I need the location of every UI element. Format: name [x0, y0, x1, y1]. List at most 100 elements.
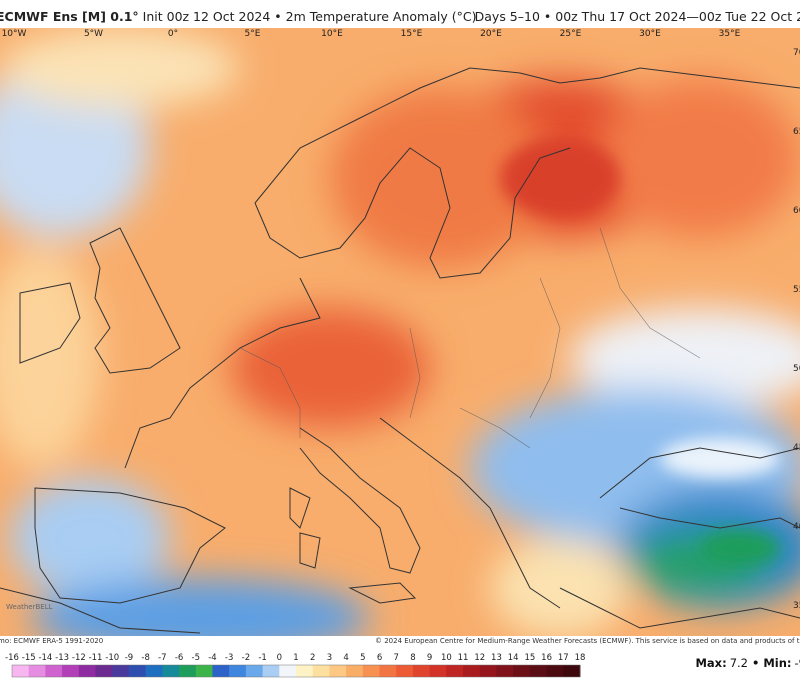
colorbar-tick-label: 5	[360, 653, 365, 663]
colorbar-frame	[11, 664, 581, 678]
colorbar-tick-label: 4	[343, 653, 348, 663]
longitude-labels: 10°W 5°W 0° 5°E 10°E 15°E 20°E 25°E 30°E 35°E	[2, 29, 741, 39]
colorbar-tick-label: -15	[22, 653, 36, 663]
coastlines	[0, 67, 800, 634]
colorbar-tick-label: 11	[458, 653, 469, 663]
colorbar-tick-label: -4	[208, 653, 216, 663]
colorbar-swatch	[379, 665, 397, 677]
colorbar-tick-label: 3	[327, 653, 332, 663]
colorbar-swatch	[45, 665, 63, 677]
borders	[239, 227, 701, 449]
header: ECMWF Ens [M] 0.1° Init 00z 12 Oct 2024 …	[0, 0, 800, 28]
colorbar-swatch	[396, 665, 414, 677]
colorbar-tick-label: 7	[394, 653, 399, 663]
latitude-label: 70	[793, 48, 800, 58]
colorbar-swatch	[128, 665, 147, 677]
longitude-label: 10°E	[321, 29, 343, 39]
longitude-label: 35°E	[719, 29, 741, 39]
latitude-label: 50	[793, 364, 800, 374]
colorbar-swatch	[195, 665, 213, 677]
colorbar-swatch	[112, 665, 130, 677]
colorbar-tick-label: 18	[575, 653, 586, 663]
colorbar-tick-label: -13	[55, 653, 69, 663]
map: 10°W 5°W 0° 5°E 10°E 15°E 20°E 25°E 30°E 35°E 70 6…	[0, 28, 800, 636]
stat-label: Min:	[763, 656, 792, 670]
colorbar-tick-label: 16	[541, 653, 552, 663]
colorbar-tick-label: -8	[141, 653, 149, 663]
longitude-label: 5°W	[84, 29, 103, 39]
colorbar-tick-label: -7	[158, 653, 166, 663]
colorbar-swatch	[62, 665, 80, 677]
colorbar-swatch	[513, 665, 531, 677]
longitude-label: 10°W	[2, 29, 27, 39]
colorbar-tick-label: -12	[72, 653, 86, 663]
colorbar-tick-label: -5	[192, 653, 200, 663]
colorbar-swatch	[529, 665, 548, 677]
colorbar-swatch	[346, 665, 364, 677]
watermark: WeatherBELL	[6, 603, 53, 611]
colorbar-tick-label: -11	[89, 653, 103, 663]
colorbar-swatch	[496, 665, 514, 677]
colorbar-swatch	[296, 665, 314, 677]
anomaly-detail	[500, 138, 780, 566]
latitude-label: 35	[793, 601, 800, 611]
longitude-label: 5°E	[245, 29, 261, 39]
latitude-label: 65	[793, 127, 800, 137]
latitude-label: 45	[793, 443, 800, 453]
stat-value: -9	[794, 656, 800, 670]
colorbar-tick-label: -16	[5, 653, 19, 663]
colorbar-swatch	[95, 665, 113, 677]
colorbar-tick-label: -10	[105, 653, 119, 663]
colorbar-swatch	[262, 665, 280, 677]
colorbar-swatch	[429, 665, 447, 677]
colorbar-tick-label: 2	[310, 653, 315, 663]
colorbar-tick-label: -14	[38, 653, 52, 663]
colorbar-swatch	[546, 665, 564, 677]
colorbar-tick-label: 0	[277, 653, 282, 663]
colorbar-swatch	[78, 665, 97, 677]
colorbar-tick-label: 8	[410, 653, 415, 663]
latitude-labels: 70 65 60 55 50 45 40 35	[793, 48, 800, 611]
colorbar-swatch	[229, 665, 247, 677]
colorbar-tick-label: 1	[293, 653, 298, 663]
colorbar-swatch	[312, 665, 330, 677]
colorbar-swatch	[446, 665, 464, 677]
latitude-label: 55	[793, 285, 800, 295]
anomaly-field	[0, 28, 800, 636]
colorbar-swatch	[329, 665, 347, 677]
colorbar-tick-label: 6	[377, 653, 382, 663]
longitude-label: 20°E	[480, 29, 502, 39]
colorbar-swatch	[412, 665, 431, 677]
colorbar-tick-label: 17	[558, 653, 569, 663]
colorbar: -16 -15 -14 -13 -12 -11 -10 -9 -8 -7 -6 -5 -4 -3 -2 -1 0…	[5, 653, 586, 678]
climo: mo: ECMWF ERA-5 1991-2020	[0, 637, 104, 645]
footer: mo: ECMWF ERA-5 1991-2020 © 2024 Europea…	[0, 636, 800, 646]
credit: © 2024 European Centre for Medium-Range …	[375, 637, 800, 645]
colorbar-tick-label: -9	[125, 653, 133, 663]
longitude-label: 30°E	[639, 29, 661, 39]
longitude-label: 0°	[168, 29, 178, 39]
header-left: ECMWF Ens [M] 0.1° Init 00z 12 Oct 2024 …	[0, 9, 476, 24]
latitude-label: 40	[793, 522, 800, 532]
colorbar-tick-label: 13	[491, 653, 502, 663]
title: ECMWF Ens [M] 0.1°	[0, 9, 139, 24]
colorbar-tick-label: -3	[225, 653, 233, 663]
colorbar-tick-label: 10	[441, 653, 452, 663]
colorbar-swatch	[279, 665, 297, 677]
colorbar-swatch	[28, 665, 46, 677]
stat-label: Max:	[695, 656, 727, 670]
colorbar-swatch	[463, 665, 481, 677]
colorbar-swatch	[162, 665, 180, 677]
colorbar-swatch	[145, 665, 163, 677]
colorbar-tick-label: 14	[508, 653, 519, 663]
colorbar-swatch	[563, 665, 581, 677]
colorbar-swatch	[479, 665, 497, 677]
colorbar-swatch	[245, 665, 264, 677]
colorbar-tick-label: -6	[175, 653, 183, 663]
stats-separator: •	[752, 656, 760, 670]
colorbar-swatch	[212, 665, 230, 677]
subtitle: Init 00z 12 Oct 2024 • 2m Temperature An…	[142, 9, 477, 24]
stat-value: 7.2	[729, 656, 748, 670]
longitude-label: 25°E	[560, 29, 582, 39]
